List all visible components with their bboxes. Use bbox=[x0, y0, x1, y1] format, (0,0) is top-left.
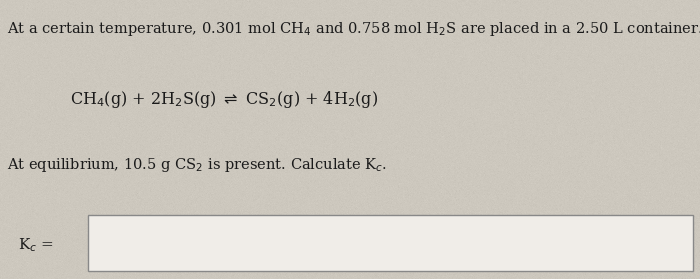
Text: K$_c$ =: K$_c$ = bbox=[18, 237, 53, 254]
Text: At a certain temperature, 0.301 mol CH$_4$ and 0.758 mol H$_2$S are placed in a : At a certain temperature, 0.301 mol CH$_… bbox=[7, 20, 700, 38]
FancyBboxPatch shape bbox=[88, 215, 693, 271]
Text: CH$_4$(g) + 2H$_2$S(g) $\rightleftharpoons$ CS$_2$(g) + 4H$_2$(g): CH$_4$(g) + 2H$_2$S(g) $\rightleftharpoo… bbox=[70, 89, 378, 110]
Text: At equilibrium, 10.5 g CS$_2$ is present. Calculate K$_c$.: At equilibrium, 10.5 g CS$_2$ is present… bbox=[7, 156, 387, 174]
